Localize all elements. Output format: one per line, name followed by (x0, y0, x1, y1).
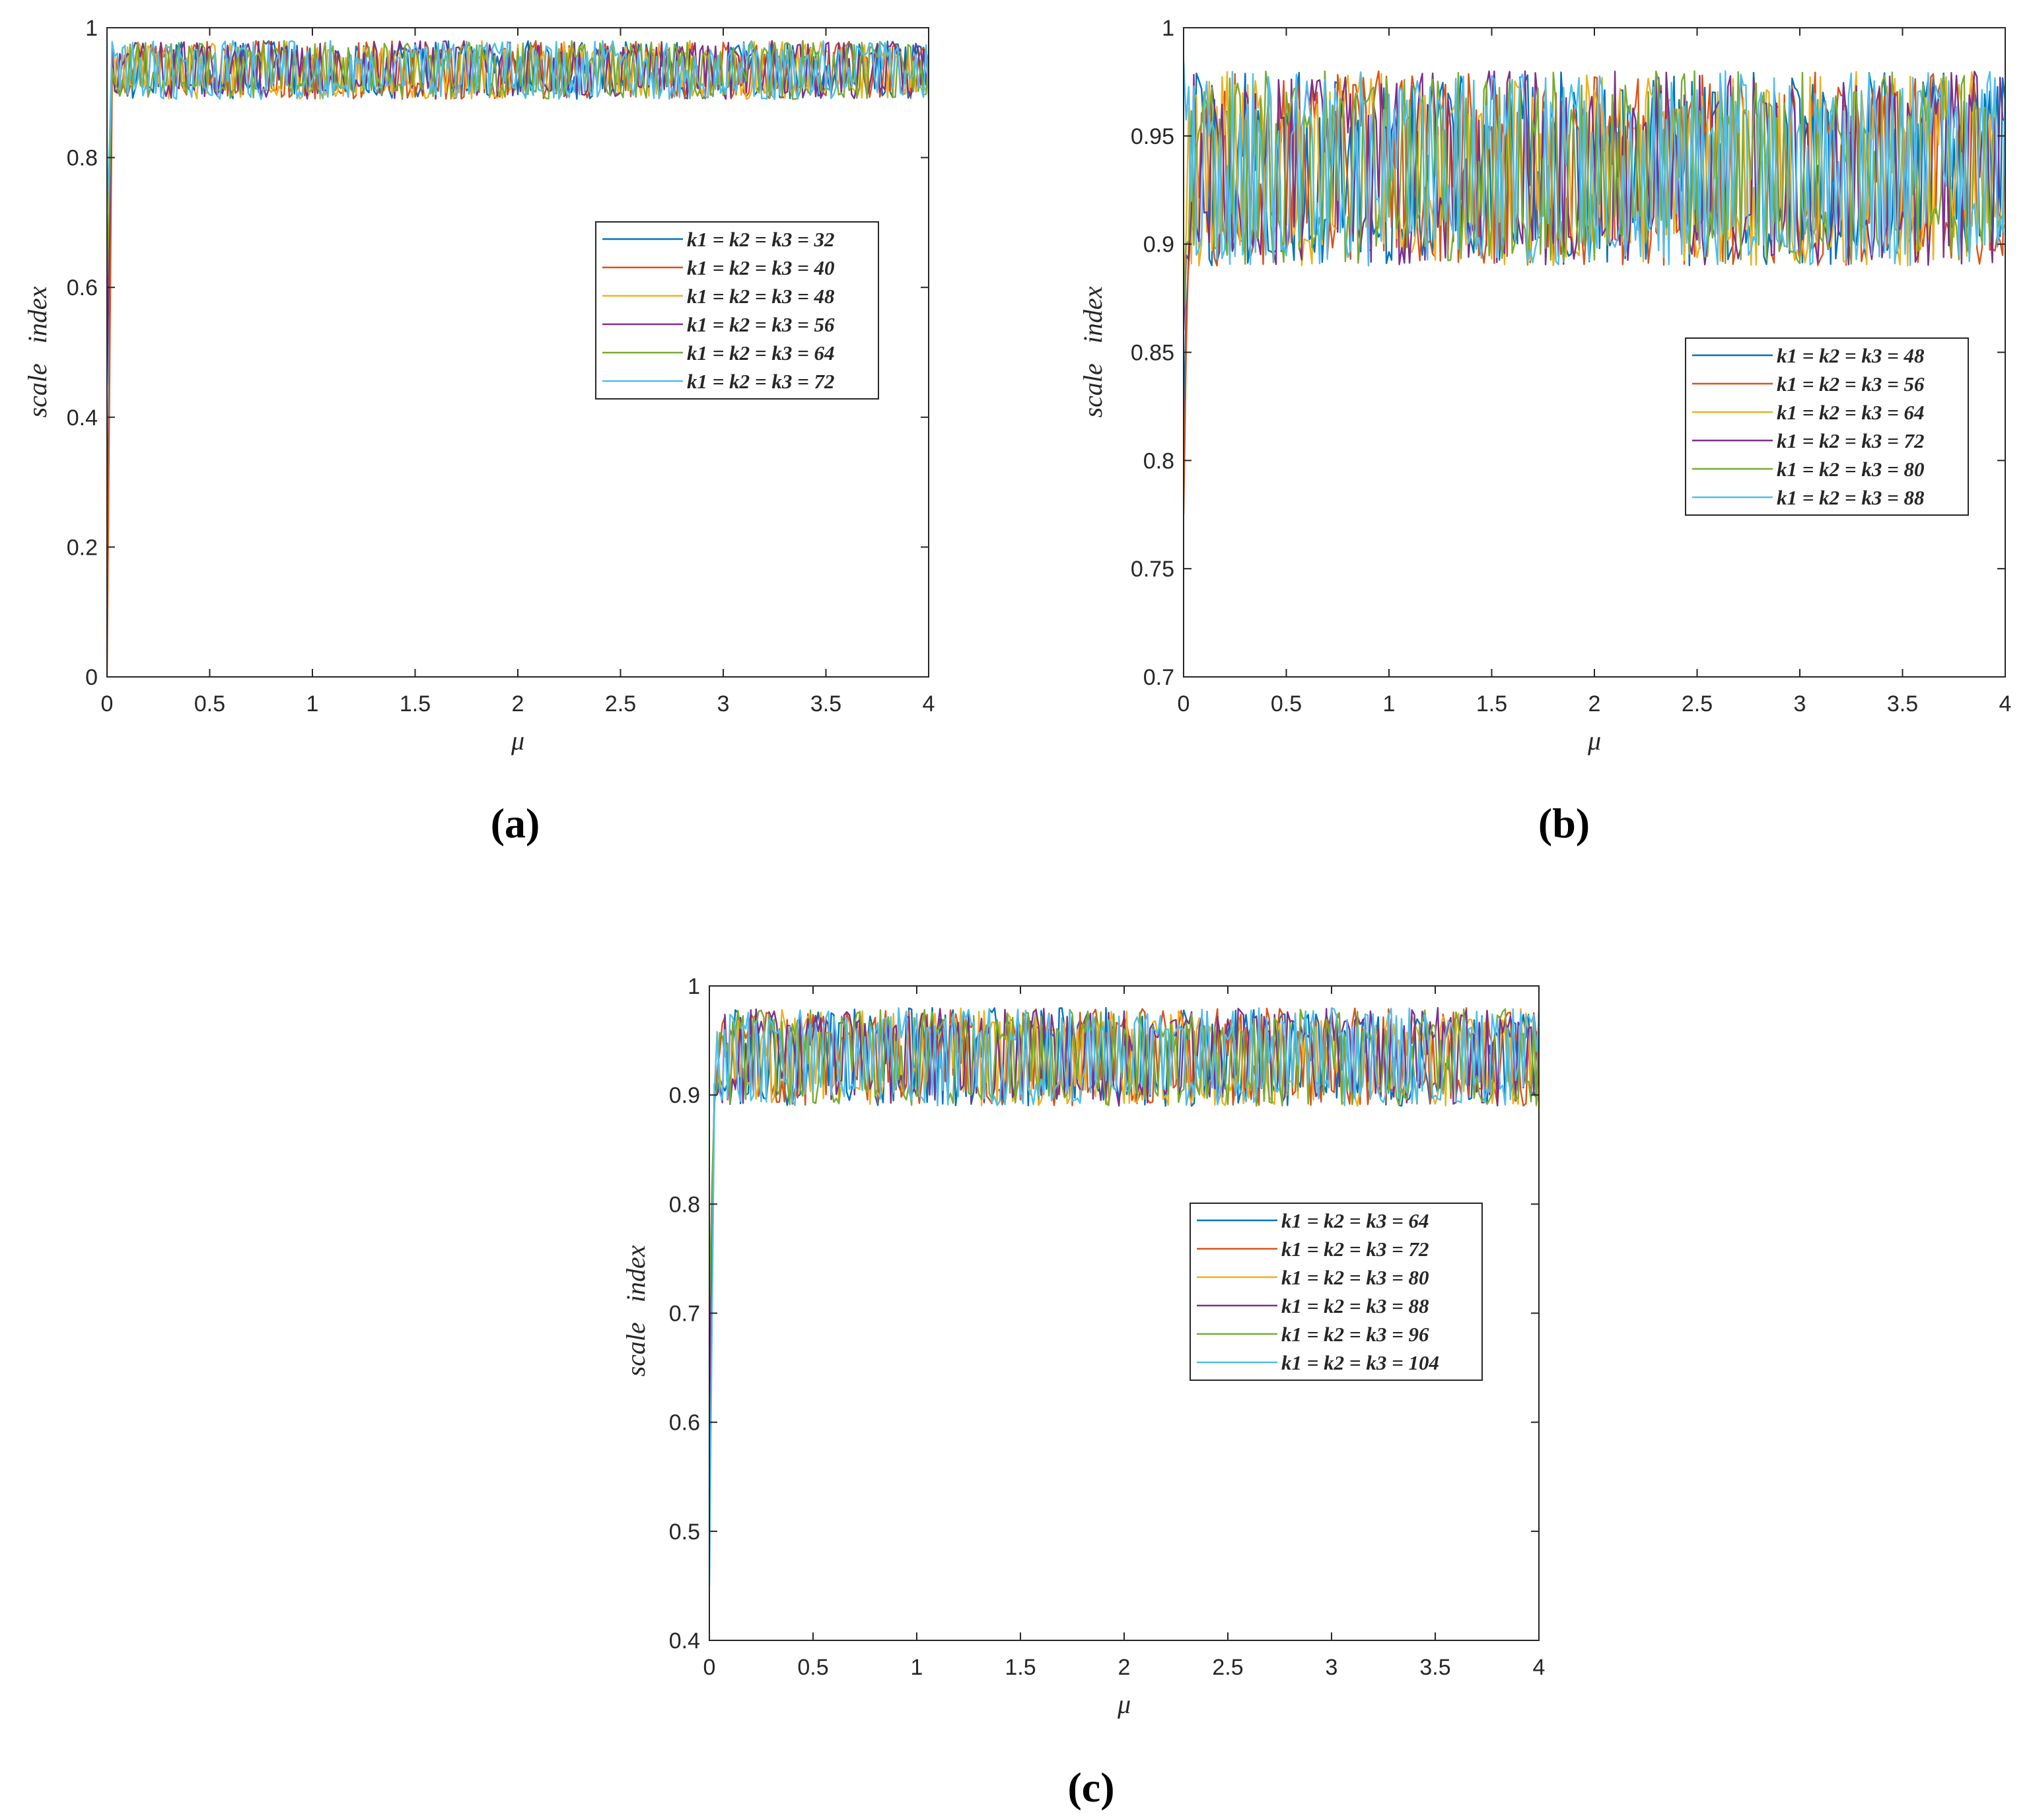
legend-entry: k1 = k2 = k3 = 80 (1777, 458, 1925, 481)
x-tick-label: 0 (703, 1655, 716, 1680)
y-tick-label: 0.2 (67, 535, 98, 560)
x-tick-label: 0.5 (1271, 691, 1302, 717)
x-tick-label: 2 (512, 691, 524, 717)
chart-panel-3: 0 0.5 1 1.5 2 2.5 3 3.5 4 0.4 0.5 0.6 0.7 0.8 0.9 1 μ sca… (621, 974, 1545, 1811)
x-tick-label: 2.5 (605, 691, 636, 717)
x-tick-label: 1 (306, 691, 319, 717)
y-tick-label: 0.9 (669, 1083, 700, 1108)
chart-panel-2: 0 0.5 1 1.5 2 2.5 3 3.5 4 0.7 0.75 0.8 0.85 0.9 0.95 1 μ… (1078, 16, 2011, 847)
series-line-4 (1184, 70, 2005, 331)
legend-box (1190, 1203, 1483, 1381)
series-line-6 (709, 1007, 1539, 1586)
x-tick-label: 1 (911, 1655, 923, 1680)
x-tick-label: 2.5 (1212, 1655, 1243, 1680)
y-tick-label: 0.75 (1131, 557, 1174, 582)
series-group (1184, 60, 2005, 515)
legend-box (595, 221, 879, 400)
legend-entry: k1 = k2 = k3 = 88 (1281, 1294, 1429, 1317)
x-tick-label: 3 (1326, 1655, 1338, 1680)
legend-entry: k1 = k2 = k3 = 72 (1281, 1238, 1429, 1261)
x-tick-label: 3.5 (1887, 691, 1918, 717)
y-tick-label: 0.7 (1143, 665, 1174, 690)
y-tick-label: 0.4 (669, 1628, 700, 1654)
y-axis-label: scale index (22, 286, 52, 417)
y-tick-label: 1 (1162, 16, 1174, 41)
legend-entry: k1 = k2 = k3 = 40 (687, 256, 835, 279)
x-tick-label: 4 (923, 691, 935, 717)
legend-entry: k1 = k2 = k3 = 48 (687, 285, 835, 308)
x-tick-label: 3.5 (810, 691, 841, 717)
legend-entry: k1 = k2 = k3 = 56 (687, 313, 835, 336)
x-tick-label: 0 (1178, 691, 1190, 717)
legend-entry: k1 = k2 = k3 = 104 (1281, 1351, 1439, 1374)
series-line-6 (1184, 60, 2005, 267)
series-group (107, 40, 929, 677)
legend-entry: k1 = k2 = k3 = 96 (1281, 1323, 1429, 1346)
x-tick-label: 3 (717, 691, 730, 717)
y-tick-label: 0.8 (669, 1192, 700, 1217)
panel-label: (a) (491, 800, 540, 847)
y-tick-label: 0.7 (669, 1302, 700, 1327)
x-axis-label: μ (1117, 1689, 1131, 1719)
panel-label: (c) (1067, 1764, 1114, 1811)
x-tick-label: 1.5 (1476, 691, 1507, 717)
y-tick-label: 0.85 (1131, 341, 1174, 366)
y-tick-label: 1 (85, 16, 98, 41)
y-tick-label: 0.8 (67, 146, 98, 171)
legend-entry: k1 = k2 = k3 = 64 (1777, 401, 1925, 424)
y-tick-label: 0.4 (67, 405, 98, 431)
chart-panel-1: 0 0.5 1 1.5 2 2.5 3 3.5 4 0 0.2 0.4 0.6 0.8 1 μ scale in… (22, 16, 935, 847)
x-tick-label: 4 (1999, 691, 2012, 717)
x-tick-label: 4 (1533, 1655, 1546, 1680)
y-tick-label: 0 (85, 665, 98, 690)
x-tick-label: 0 (101, 691, 114, 717)
y-tick-label: 0.95 (1131, 124, 1174, 149)
legend-entry: k1 = k2 = k3 = 72 (1777, 429, 1925, 452)
legend: k1 = k2 = k3 = 64 k1 = k2 = k3 = 72 k1 = k… (1190, 1203, 1483, 1381)
y-tick-label: 0.5 (669, 1520, 700, 1545)
x-axis-label: μ (511, 726, 524, 755)
x-tick-label: 1 (1383, 691, 1396, 717)
x-tick-label: 0.5 (797, 1655, 828, 1680)
y-tick-label: 0.8 (1143, 448, 1174, 473)
legend-entry: k1 = k2 = k3 = 64 (1281, 1209, 1429, 1232)
y-axis-label: scale index (1078, 286, 1108, 417)
legend-box (1685, 337, 1969, 516)
y-tick-label: 0.9 (1143, 232, 1174, 258)
legend-entry: k1 = k2 = k3 = 32 (687, 228, 835, 251)
legend-entry: k1 = k2 = k3 = 64 (687, 341, 835, 365)
legend-entry: k1 = k2 = k3 = 80 (1281, 1266, 1429, 1289)
legend-entry: k1 = k2 = k3 = 88 (1777, 486, 1925, 509)
series-line-5 (107, 40, 929, 288)
legend-entry: k1 = k2 = k3 = 72 (687, 370, 835, 393)
x-tick-label: 2.5 (1682, 691, 1713, 717)
series-group (709, 1006, 1539, 1586)
y-tick-label: 0.6 (67, 275, 98, 300)
legend-entry: k1 = k2 = k3 = 56 (1777, 372, 1925, 396)
x-tick-label: 2 (1118, 1655, 1131, 1680)
y-tick-label: 1 (688, 974, 700, 999)
legend: k1 = k2 = k3 = 48 k1 = k2 = k3 = 56 k1 = k… (1685, 337, 1969, 516)
x-tick-label: 3.5 (1419, 1655, 1450, 1680)
x-tick-label: 2 (1588, 691, 1601, 717)
series-line-6 (107, 40, 929, 210)
x-tick-label: 3 (1794, 691, 1806, 717)
legend: k1 = k2 = k3 = 32 k1 = k2 = k3 = 40 k1 = k… (595, 221, 879, 400)
x-tick-label: 1.5 (1005, 1655, 1036, 1680)
x-axis-label: μ (1587, 726, 1601, 755)
legend-entry: k1 = k2 = k3 = 48 (1777, 344, 1925, 367)
x-tick-label: 0.5 (194, 691, 225, 717)
y-tick-label: 0.6 (669, 1411, 700, 1436)
x-tick-label: 1.5 (400, 691, 431, 717)
y-axis-label: scale index (621, 1245, 651, 1376)
panel-label: (b) (1538, 800, 1590, 847)
